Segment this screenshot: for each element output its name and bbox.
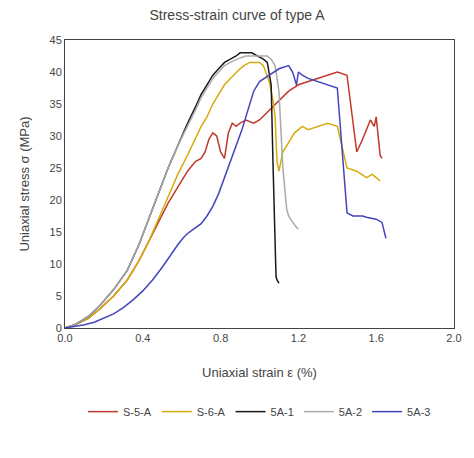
svg-text:Uniaxial stress σ (MPa): Uniaxial stress σ (MPa) xyxy=(17,116,32,251)
svg-text:Stress-strain curve of type A: Stress-strain curve of type A xyxy=(149,7,325,23)
svg-text:5A-3: 5A-3 xyxy=(407,406,430,418)
svg-text:0.0: 0.0 xyxy=(57,332,72,344)
svg-text:5A-2: 5A-2 xyxy=(339,406,362,418)
svg-text:5: 5 xyxy=(56,290,62,302)
svg-text:10: 10 xyxy=(50,258,62,270)
svg-text:0.4: 0.4 xyxy=(135,332,150,344)
svg-text:40: 40 xyxy=(50,66,62,78)
svg-text:1.6: 1.6 xyxy=(369,332,384,344)
svg-text:20: 20 xyxy=(50,194,62,206)
svg-text:0: 0 xyxy=(56,322,62,334)
svg-text:Uniaxial strain ε (%): Uniaxial strain ε (%) xyxy=(202,365,317,380)
svg-text:0.8: 0.8 xyxy=(213,332,228,344)
svg-text:25: 25 xyxy=(50,162,62,174)
svg-text:45: 45 xyxy=(50,34,62,46)
svg-text:1.2: 1.2 xyxy=(291,332,306,344)
svg-text:30: 30 xyxy=(50,130,62,142)
svg-text:35: 35 xyxy=(50,98,62,110)
svg-text:S-5-A: S-5-A xyxy=(123,406,152,418)
svg-text:S-6-A: S-6-A xyxy=(197,406,226,418)
svg-text:2.0: 2.0 xyxy=(446,332,461,344)
svg-text:15: 15 xyxy=(50,226,62,238)
svg-text:5A-1: 5A-1 xyxy=(271,406,294,418)
